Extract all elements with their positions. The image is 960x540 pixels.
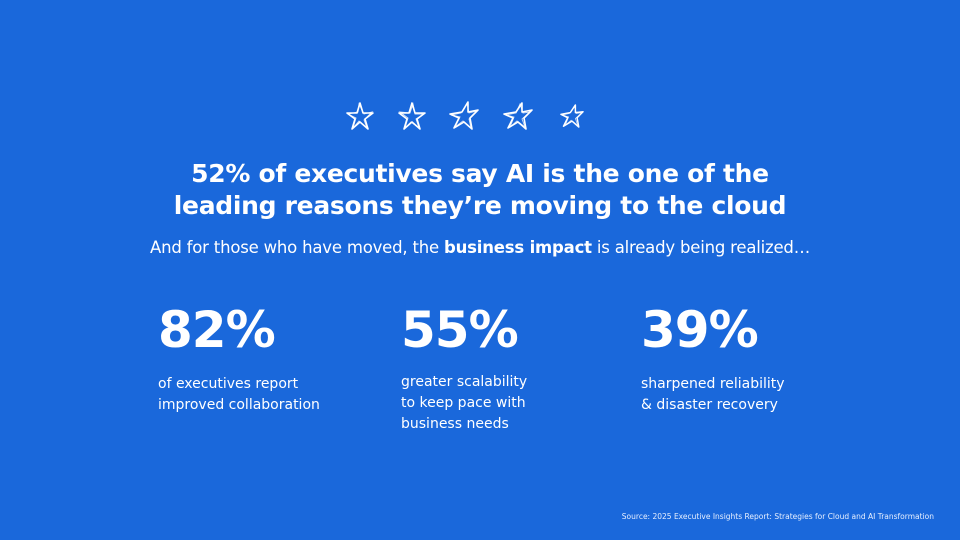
stat-value: 82% [158,301,276,359]
stat-description-line: & disaster recovery [641,397,778,413]
stat-description-line: of executives report [158,376,299,392]
star-icon [396,100,428,132]
headline-line-2: leading reasons they’re moving to the cl… [173,191,787,220]
headline: 52% of executives say AI is the one of t… [0,158,960,222]
stat-description: of executives report improved collaborat… [158,374,378,416]
star-icon [344,100,376,132]
subheading: And for those who have moved, the busine… [0,236,960,260]
stat-description: greater scalability to keep pace with bu… [401,372,621,435]
stat-description-line: sharpened reliability [641,376,785,392]
stat-collaboration: 82% of executives report improved collab… [158,300,378,416]
star-icon [502,100,534,132]
stat-description: sharpened reliability & disaster recover… [641,374,861,416]
subhead-suffix: is already being realized… [591,238,810,257]
star-rating [344,100,594,138]
stat-scalability: 55% greater scalability to keep pace wit… [401,300,621,435]
stat-description-line: business needs [401,416,509,432]
stat-value: 39% [641,301,759,359]
star-icon [448,100,480,132]
source-citation: Source: 2025 Executive Insights Report: … [621,512,934,521]
stat-reliability: 39% sharpened reliability & disaster rec… [641,300,861,416]
star-icon [558,102,585,129]
stat-description-line: to keep pace with [401,395,526,411]
stat-value: 55% [401,301,519,359]
subhead-prefix: And for those who have moved, the [150,238,445,257]
subhead-emphasis: business impact [444,238,592,257]
stat-description-line: improved collaboration [158,397,320,413]
headline-line-1: 52% of executives say AI is the one of t… [191,159,769,188]
stat-description-line: greater scalability [401,374,528,390]
